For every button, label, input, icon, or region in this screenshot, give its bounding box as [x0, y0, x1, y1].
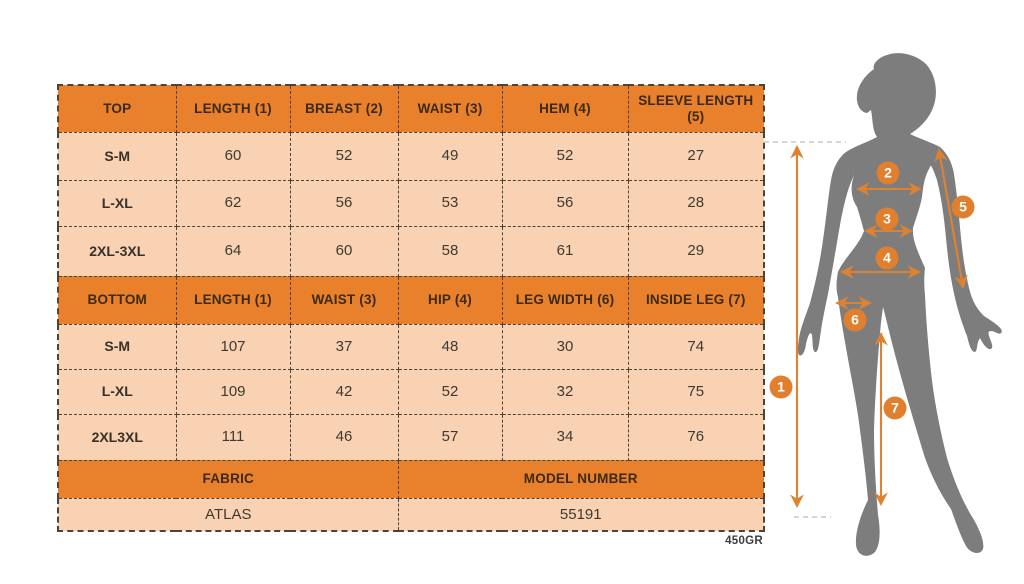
measurement-value-cell: 52 [501, 131, 629, 181]
measurement-value-cell: 42 [289, 368, 399, 415]
measure-badge-1: 1 [769, 375, 793, 399]
measurement-value-cell: 53 [397, 179, 503, 227]
table-row: S-M 60 52 49 52 27 [57, 131, 765, 181]
table-row: BOTTOM LENGTH (1) WAIST (3) HIP (4) LEG WIDT… [57, 275, 765, 325]
column-header-cell: HIP (4) [397, 275, 503, 325]
column-header-cell: BOTTOM [57, 275, 177, 325]
column-header-cell: HEM (4) [501, 84, 629, 133]
measurement-value-cell: 48 [397, 323, 503, 370]
measurement-value-cell: 111 [175, 413, 291, 461]
table-row: TOP LENGTH (1) BREAST (2) WAIST (3) HEM (4) S… [57, 84, 765, 133]
column-header-cell: WAIST (3) [289, 275, 399, 325]
measurement-value-cell: 37 [289, 323, 399, 370]
measurement-value-cell: 29 [627, 225, 765, 277]
measurement-value-cell: 74 [627, 323, 765, 370]
woman-silhouette-icon [797, 53, 1002, 556]
measure-badge-6: 6 [843, 308, 867, 332]
measurement-value-cell: 34 [501, 413, 629, 461]
size-chart-table: TOP LENGTH (1) BREAST (2) WAIST (3) HEM (4) S… [57, 84, 765, 532]
measure-badge-7: 7 [883, 396, 907, 420]
size-label-cell: 2XL3XL [57, 413, 177, 461]
measurement-value-cell: 27 [627, 131, 765, 181]
measurement-value-cell: 52 [397, 368, 503, 415]
size-label-cell: 2XL-3XL [57, 225, 177, 277]
measure-badge-4: 4 [875, 246, 899, 270]
measurement-value-cell: 52 [289, 131, 399, 181]
fabric-value-cell: ATLAS [57, 497, 399, 532]
table-row: L-XL 109 42 52 32 75 [57, 368, 765, 415]
table-row: 2XL3XL 111 46 57 34 76 [57, 413, 765, 461]
column-header-cell: LENGTH (1) [175, 275, 291, 325]
measurement-value-cell: 57 [397, 413, 503, 461]
measurement-value-cell: 109 [175, 368, 291, 415]
fabric-header-cell: FABRIC [57, 459, 399, 499]
table-row: ATLAS 55191 [57, 497, 765, 532]
measure-badge-3: 3 [875, 207, 899, 231]
measure-badge-5: 5 [951, 195, 975, 219]
size-label-cell: S-M [57, 323, 177, 370]
measurement-value-cell: 60 [289, 225, 399, 277]
measurement-value-cell: 28 [627, 179, 765, 227]
measurement-value-cell: 76 [627, 413, 765, 461]
measurement-value-cell: 30 [501, 323, 629, 370]
measure-badge-2: 2 [876, 161, 900, 185]
table-row: FABRIC MODEL NUMBER [57, 459, 765, 499]
table-row: L-XL 62 56 53 56 28 [57, 179, 765, 227]
table-row: S-M 107 37 48 30 74 [57, 323, 765, 370]
model-number-header-cell: MODEL NUMBER [397, 459, 765, 499]
column-header-cell: WAIST (3) [397, 84, 503, 133]
size-label-cell: L-XL [57, 179, 177, 227]
column-header-cell: LEG WIDTH (6) [501, 275, 629, 325]
column-header-cell: SLEEVE LENGTH (5) [627, 84, 765, 133]
measurement-value-cell: 56 [501, 179, 629, 227]
model-number-value-cell: 55191 [397, 497, 765, 532]
measurement-value-cell: 107 [175, 323, 291, 370]
column-header-cell: INSIDE LEG (7) [627, 275, 765, 325]
measurement-value-cell: 60 [175, 131, 291, 181]
measurement-value-cell: 75 [627, 368, 765, 415]
measure-arrow-5-sleeve [934, 147, 968, 290]
weight-note: 450GR [725, 535, 763, 547]
size-label-cell: S-M [57, 131, 177, 181]
